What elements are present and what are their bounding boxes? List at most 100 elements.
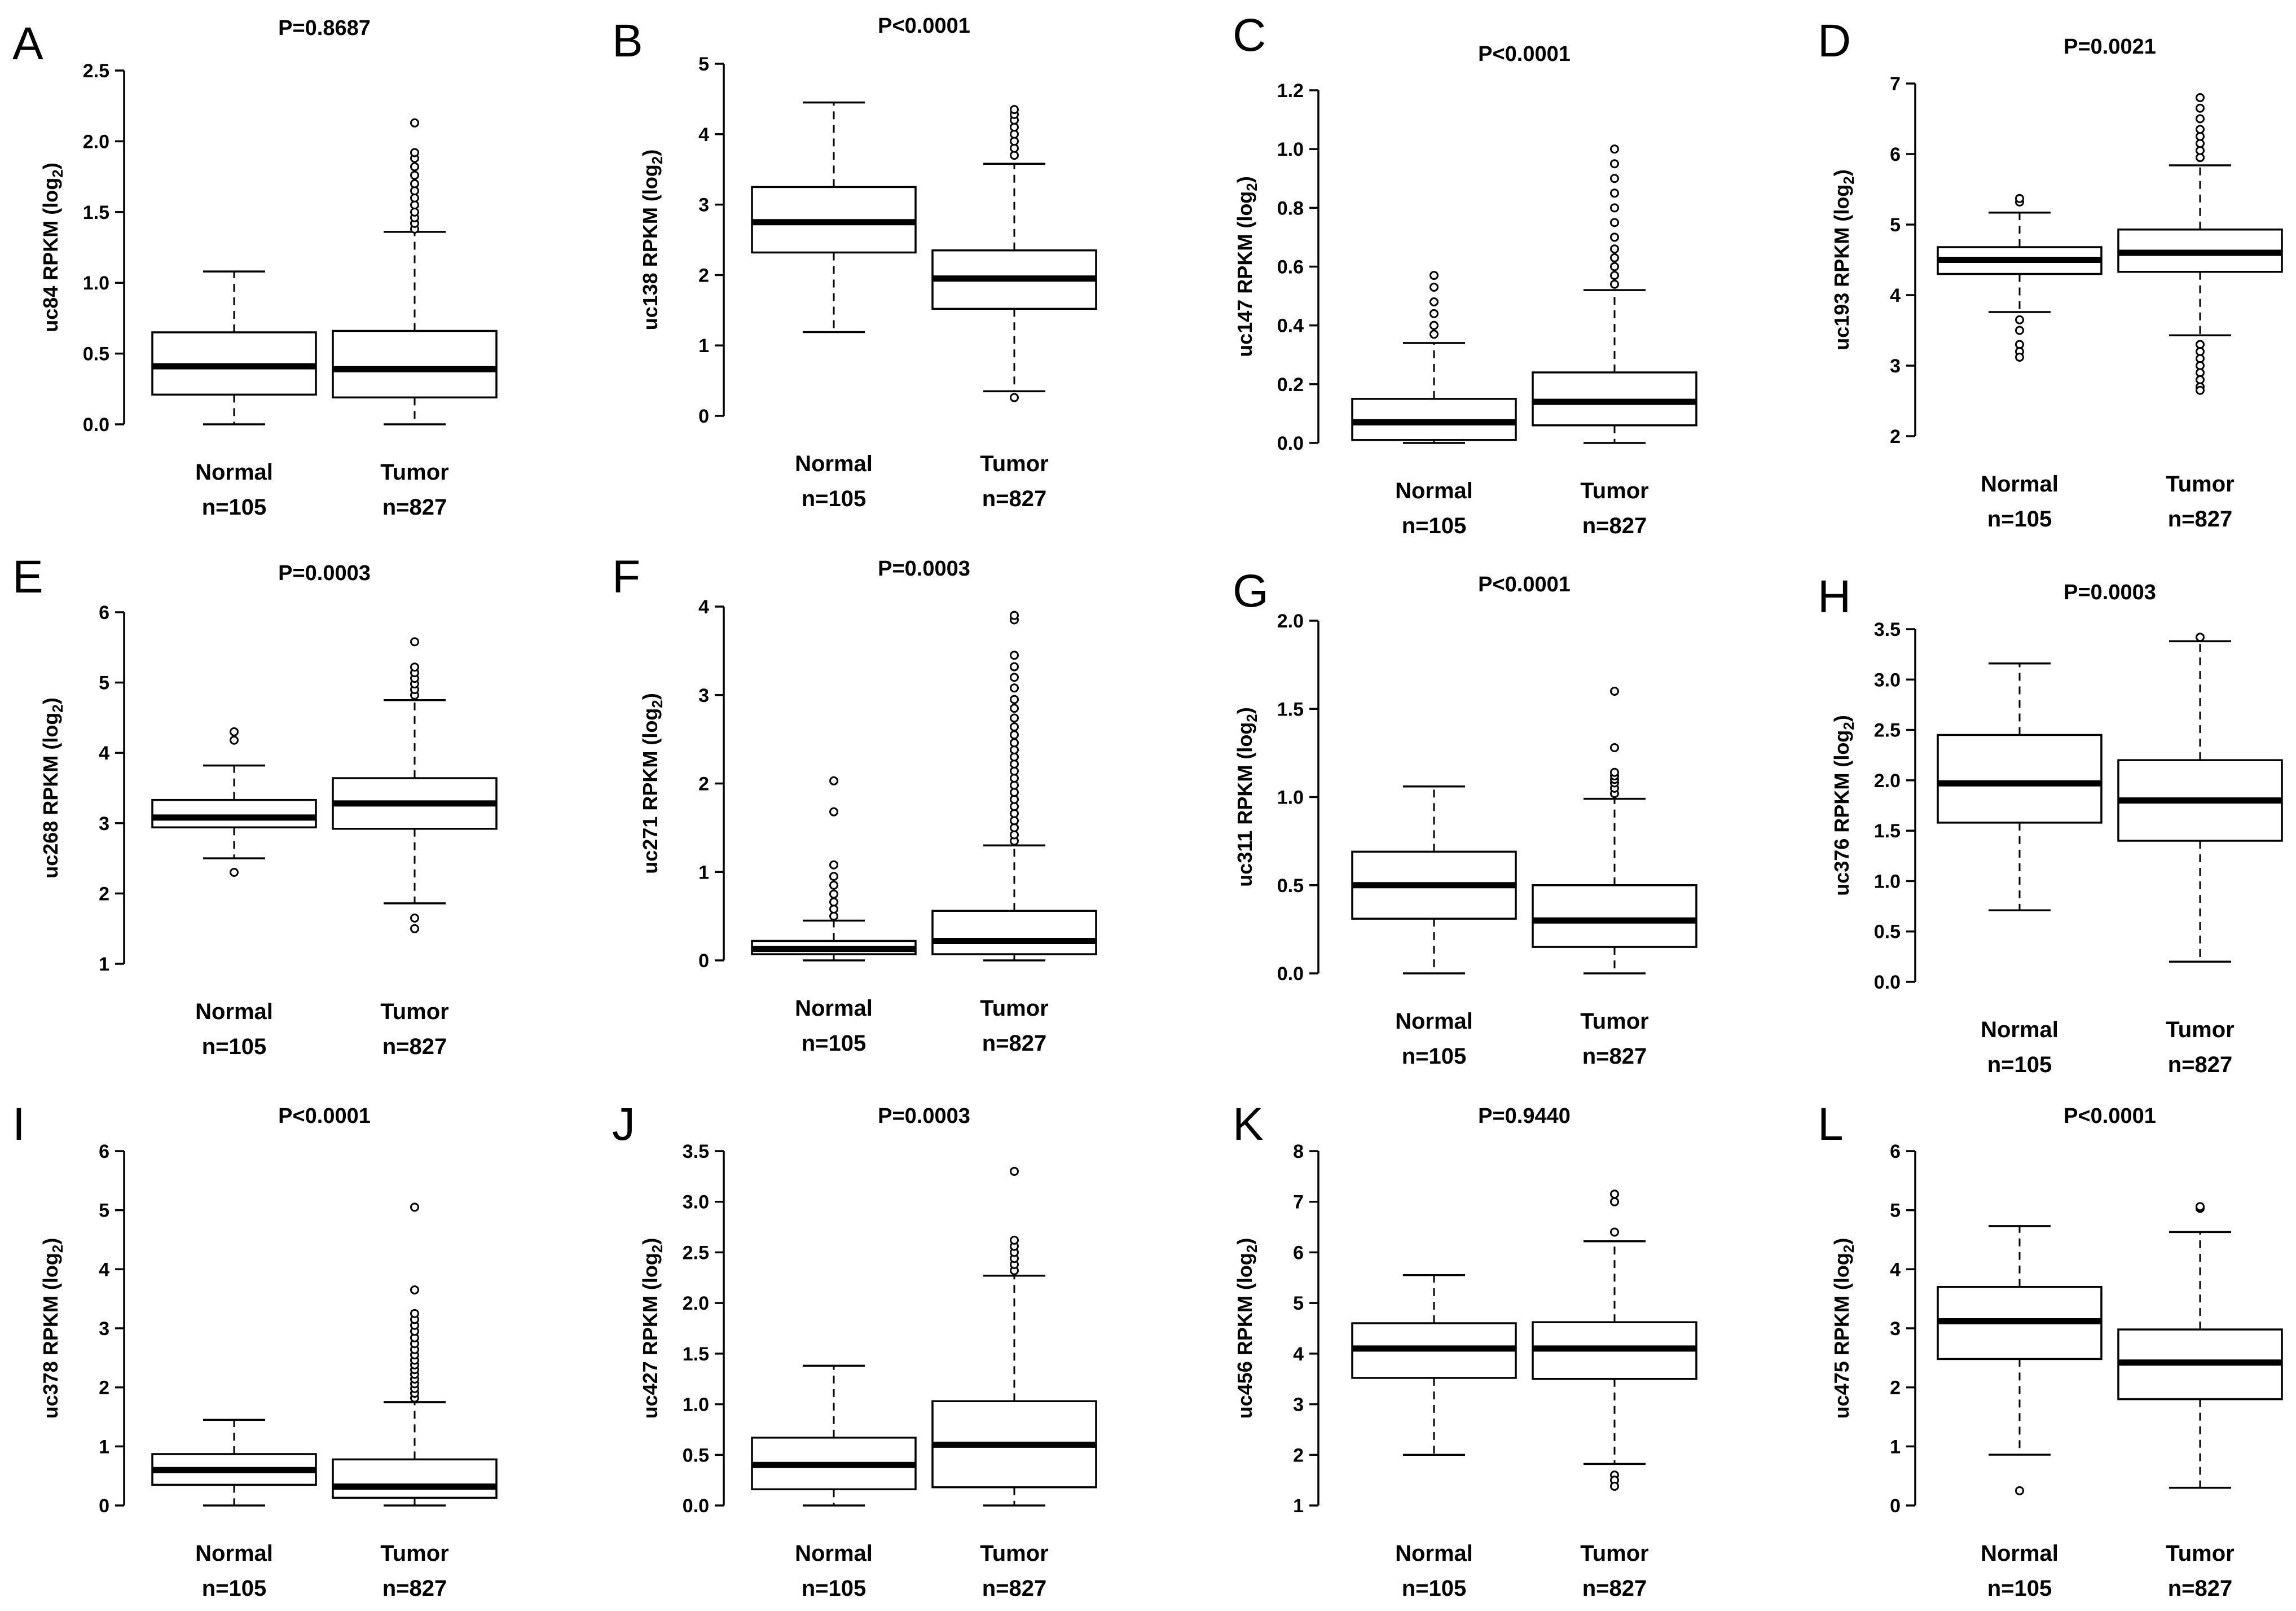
y-label-main: uc138 RPKM (log bbox=[639, 164, 662, 330]
y-axis-label: uc378 RPKM (log2) bbox=[39, 1238, 66, 1419]
y-tick-label: 1.0 bbox=[83, 273, 109, 294]
y-tick-label: 3.0 bbox=[683, 1192, 709, 1213]
y-tick-label: 2 bbox=[698, 265, 709, 286]
outlier-point bbox=[2196, 114, 2205, 124]
outlier-point bbox=[829, 860, 838, 870]
y-tick-label: 1.5 bbox=[1277, 699, 1304, 720]
group-n-tumor: n=827 bbox=[1582, 1044, 1647, 1069]
y-tick-label: 2.0 bbox=[83, 131, 109, 152]
outlier-point bbox=[1429, 321, 1439, 330]
group-label-tumor: Tumor bbox=[980, 1541, 1048, 1566]
outlier-point bbox=[1010, 673, 1019, 682]
outlier-point bbox=[230, 727, 239, 736]
y-tick-label: 0.6 bbox=[1277, 257, 1304, 278]
outlier-point bbox=[2196, 93, 2205, 102]
box-tumor: Tumor n=827 bbox=[931, 105, 1097, 511]
outlier-point bbox=[230, 868, 239, 877]
group-n-normal: n=105 bbox=[202, 1034, 267, 1059]
outlier-point bbox=[1010, 105, 1019, 115]
y-tick-label: 6 bbox=[99, 602, 109, 624]
y-tick-label: 2.0 bbox=[1277, 611, 1304, 632]
y-tick-label: 0 bbox=[1890, 1495, 1901, 1517]
y-tick-label: 3 bbox=[1890, 1318, 1901, 1340]
panel-letter: D bbox=[1818, 15, 1851, 67]
box-normal: Normal n=105 bbox=[1351, 271, 1517, 538]
y-tick-label: 1 bbox=[698, 862, 709, 883]
group-n-normal: n=105 bbox=[1402, 1044, 1467, 1069]
y-tick-label: 1.0 bbox=[683, 1394, 709, 1416]
outlier-point bbox=[410, 118, 419, 128]
outlier-point bbox=[410, 148, 419, 157]
y-tick-label: 1 bbox=[1293, 1495, 1304, 1517]
box-normal: Normal n=105 bbox=[1351, 785, 1517, 1069]
y-tick-label: 0 bbox=[698, 406, 709, 427]
outlier-point bbox=[1610, 1481, 1619, 1491]
group-label-normal: Normal bbox=[795, 451, 873, 476]
box-tumor: Tumor n=827 bbox=[1532, 687, 1697, 1069]
y-label-main: uc268 RPKM (log bbox=[39, 713, 62, 879]
group-label-normal: Normal bbox=[1395, 479, 1473, 503]
box-normal: Normal n=105 bbox=[751, 776, 917, 1056]
y-label-subscript: 2 bbox=[1840, 1245, 1857, 1253]
y-tick-label: 0.5 bbox=[1277, 875, 1304, 897]
y-tick-label: 1 bbox=[99, 1436, 109, 1458]
panel-C: C P<0.0001 0.0 0.2 0.4 0.6 0.8 1.0 1.2 uc147 RPKM… bbox=[1233, 10, 1697, 538]
group-n-normal: n=105 bbox=[202, 1576, 267, 1601]
y-tick-label: 2 bbox=[99, 883, 109, 905]
group-label-tumor: Tumor bbox=[380, 1541, 448, 1566]
group-label-normal: Normal bbox=[795, 1541, 873, 1566]
outlier-point bbox=[1610, 244, 1619, 254]
y-label-main: uc475 RPKM (log bbox=[1830, 1253, 1853, 1419]
y-tick-label: 4 bbox=[99, 743, 109, 764]
group-n-tumor: n=827 bbox=[982, 486, 1047, 511]
panel-G: G P<0.0001 0.0 0.5 1.0 1.5 2.0 uc311 RPKM (log2… bbox=[1233, 565, 1697, 1069]
outlier-point bbox=[2015, 1486, 2024, 1495]
box-normal: Normal n=105 bbox=[151, 270, 317, 520]
group-n-tumor: n=827 bbox=[382, 1576, 447, 1601]
y-tick-label: 0.4 bbox=[1277, 315, 1304, 337]
y-tick-label: 3.0 bbox=[1874, 669, 1901, 691]
iqr-box bbox=[151, 798, 317, 829]
y-axis-label: uc138 RPKM (log2) bbox=[639, 150, 666, 331]
group-label-tumor: Tumor bbox=[380, 460, 448, 485]
outlier-point bbox=[1610, 743, 1619, 752]
group-label-tumor: Tumor bbox=[1580, 479, 1648, 503]
outlier-point bbox=[2196, 1202, 2205, 1211]
y-tick-label: 0 bbox=[698, 950, 709, 972]
panel-letter: B bbox=[612, 15, 643, 67]
box-normal: Normal n=105 bbox=[151, 1419, 317, 1601]
y-tick-label: 2.0 bbox=[683, 1293, 709, 1314]
y-tick-label: 1.5 bbox=[83, 202, 109, 223]
y-tick-label: 0.0 bbox=[1277, 963, 1304, 985]
box-normal: Normal n=105 bbox=[1937, 662, 2103, 1077]
y-tick-label: 6 bbox=[1890, 144, 1901, 165]
outlier-point bbox=[1010, 1166, 1019, 1176]
y-tick-label: 6 bbox=[1293, 1242, 1304, 1263]
outlier-point bbox=[410, 170, 419, 180]
y-axis-label: uc456 RPKM (log2) bbox=[1233, 1238, 1260, 1419]
y-label-main: uc376 RPKM (log bbox=[1830, 730, 1853, 896]
y-label-close: ) bbox=[639, 693, 662, 700]
y-tick-label: 3.5 bbox=[1874, 619, 1901, 640]
y-label-main: uc456 RPKM (log bbox=[1233, 1253, 1256, 1419]
group-n-tumor: n=827 bbox=[982, 1031, 1047, 1056]
y-label-subscript: 2 bbox=[1243, 183, 1260, 191]
y-tick-label: 7 bbox=[1890, 73, 1901, 95]
y-tick-label: 0.0 bbox=[683, 1495, 709, 1517]
y-tick-label: 4 bbox=[1890, 1259, 1901, 1280]
panel-letter: C bbox=[1233, 10, 1266, 61]
panel-title: P<0.0001 bbox=[1478, 42, 1571, 66]
group-label-normal: Normal bbox=[795, 996, 873, 1021]
panel-title: P=0.0003 bbox=[278, 561, 371, 585]
group-label-normal: Normal bbox=[195, 460, 273, 485]
y-tick-label: 4 bbox=[698, 596, 709, 618]
group-n-normal: n=105 bbox=[802, 486, 867, 511]
y-label-close: ) bbox=[1830, 715, 1853, 722]
outlier-point bbox=[1010, 738, 1019, 748]
outlier-point bbox=[829, 807, 838, 817]
y-tick-label: 1.5 bbox=[1874, 820, 1901, 842]
y-tick-label: 1 bbox=[99, 954, 109, 975]
outlier-point bbox=[410, 924, 419, 933]
